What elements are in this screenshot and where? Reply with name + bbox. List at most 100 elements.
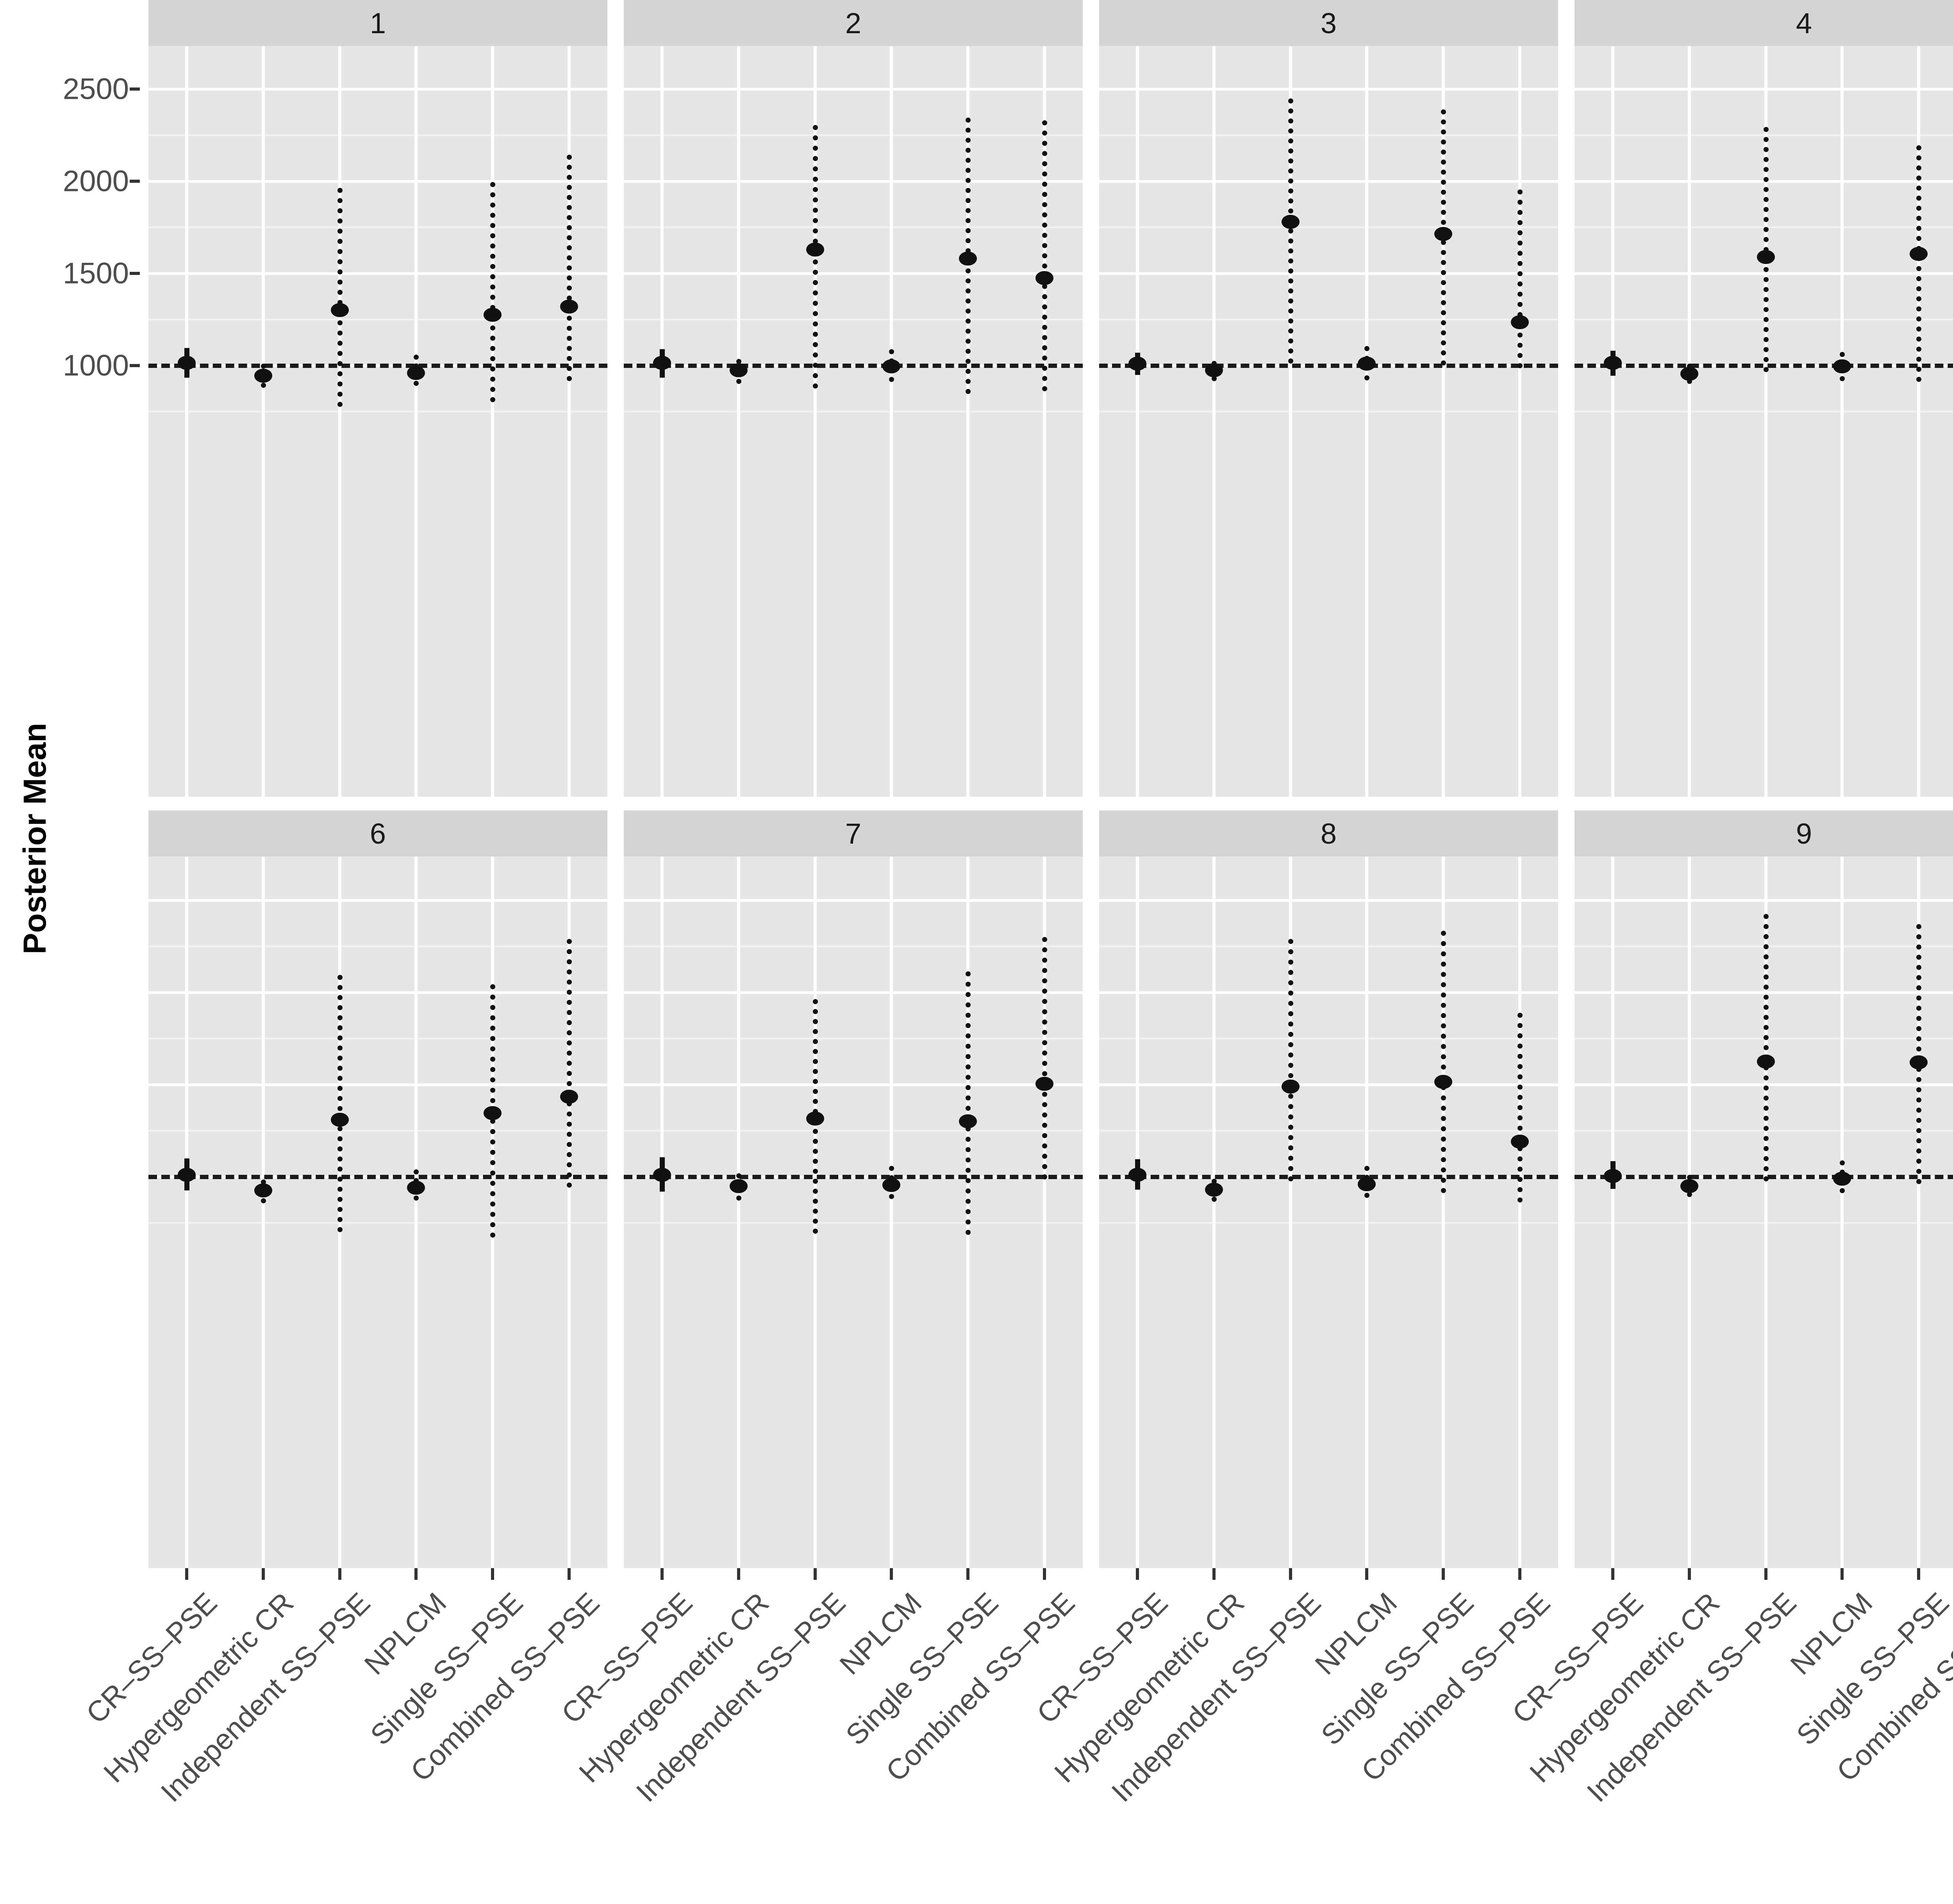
- reference-line: [624, 1175, 1083, 1179]
- reference-line: [1099, 364, 1558, 368]
- gridline-major-vertical: [1135, 857, 1139, 1568]
- gridline-minor-horizontal: [1575, 1222, 1953, 1224]
- facet-panel-7: 7: [624, 810, 1083, 1568]
- facet-strip-label: 4: [1575, 0, 1953, 46]
- data-point: [1128, 357, 1146, 371]
- gridline-major-vertical: [966, 46, 970, 797]
- data-point: [1205, 363, 1223, 377]
- gridline-major-vertical: [1365, 857, 1369, 1568]
- plot-area: [148, 857, 607, 1568]
- gridline-minor-horizontal: [624, 319, 1083, 320]
- x-axis-tick-mark: [261, 1568, 265, 1580]
- gridline-minor-horizontal: [1575, 411, 1953, 412]
- data-point: [560, 299, 578, 314]
- facet-panel-8: 8: [1099, 810, 1558, 1568]
- data-point: [1035, 1076, 1054, 1091]
- gridline-major-vertical: [1687, 46, 1691, 797]
- credible-interval-bar: [1763, 127, 1769, 372]
- gridline-major-vertical: [1135, 46, 1139, 797]
- x-axis-tick-mark: [1289, 1568, 1292, 1580]
- data-point: [1757, 250, 1775, 264]
- gridline-major-vertical: [1841, 46, 1844, 797]
- gridline-major-vertical: [1518, 46, 1522, 797]
- gridline-major-vertical: [1043, 857, 1046, 1568]
- gridline-minor-horizontal: [148, 946, 607, 947]
- facet-panel-4: 4: [1575, 0, 1953, 797]
- gridline-major-horizontal: [624, 991, 1083, 994]
- facet-panel-1: 1: [148, 0, 607, 797]
- x-axis-tick-mark: [1442, 1568, 1445, 1580]
- plot-area: [624, 46, 1083, 797]
- gridline-major-vertical: [414, 857, 418, 1568]
- gridline-major-vertical: [491, 46, 494, 797]
- gridline-major-vertical: [1687, 857, 1691, 1568]
- x-axis-tick-mark: [660, 1568, 664, 1580]
- data-point: [1434, 1074, 1453, 1089]
- reference-line: [1099, 1175, 1558, 1179]
- gridline-minor-horizontal: [1099, 946, 1558, 947]
- gridline-major-horizontal: [148, 899, 607, 902]
- gridline-major-horizontal: [1099, 88, 1558, 91]
- gridline-major-horizontal: [148, 1083, 607, 1086]
- gridline-major-horizontal: [148, 88, 607, 91]
- facet-row: 678910: [148, 810, 1953, 1568]
- data-point: [1833, 359, 1851, 374]
- x-axis-tick-mark: [1365, 1568, 1369, 1580]
- gridline-major-vertical: [1611, 857, 1614, 1568]
- x-axis-tick-mark: [966, 1568, 970, 1580]
- facet-panel-2: 2: [624, 0, 1083, 797]
- data-point: [1680, 1179, 1698, 1193]
- x-axis-tick-mark: [1764, 1568, 1767, 1580]
- data-point: [484, 1106, 502, 1121]
- plot-area: [1099, 857, 1558, 1568]
- gridline-major-vertical: [1764, 46, 1767, 797]
- facet-strip-label: 9: [1575, 810, 1953, 857]
- gridline-minor-horizontal: [148, 411, 607, 412]
- gridline-major-horizontal: [1575, 899, 1953, 902]
- gridline-minor-horizontal: [148, 319, 607, 320]
- x-axis-tick-mark: [491, 1568, 494, 1580]
- data-point: [254, 1183, 272, 1198]
- facet-row: 12345: [148, 0, 1953, 797]
- credible-interval-bar: [567, 939, 572, 1188]
- data-point: [407, 366, 425, 380]
- gridline-minor-horizontal: [624, 134, 1083, 136]
- y-axis-tick-mark: [130, 87, 140, 91]
- credible-interval-bar: [1042, 120, 1048, 392]
- credible-interval-bar: [1916, 145, 1922, 382]
- reference-line: [148, 364, 607, 368]
- credible-interval-bar: [1441, 930, 1446, 1194]
- gridline-minor-horizontal: [624, 1038, 1083, 1039]
- facet-panel-9: 9: [1575, 810, 1953, 1568]
- gridline-minor-horizontal: [624, 946, 1083, 947]
- gridline-major-horizontal: [1099, 1083, 1558, 1086]
- gridline-major-vertical: [261, 46, 265, 797]
- gridline-major-vertical: [1917, 46, 1921, 797]
- data-point: [959, 1114, 977, 1129]
- data-point: [1680, 367, 1698, 381]
- data-point: [882, 1178, 901, 1192]
- gridline-major-vertical: [1212, 46, 1216, 797]
- gridline-minor-horizontal: [148, 227, 607, 228]
- data-point: [729, 1179, 748, 1193]
- data-point: [1603, 1169, 1622, 1183]
- gridline-major-vertical: [1917, 857, 1921, 1568]
- facet-strip-label: 6: [148, 810, 607, 857]
- data-point: [407, 1181, 425, 1195]
- data-point: [560, 1089, 578, 1104]
- gridline-major-vertical: [1442, 46, 1445, 797]
- data-point: [729, 363, 748, 377]
- data-point: [1035, 271, 1054, 285]
- y-axis-tick-label: 2500: [62, 72, 129, 106]
- data-point: [1910, 1055, 1928, 1070]
- x-axis-tick-mark: [1687, 1568, 1691, 1580]
- credible-interval-bar: [966, 971, 971, 1235]
- y-axis-tick-mark: [130, 180, 140, 183]
- data-point: [1358, 357, 1376, 371]
- gridline-major-horizontal: [1099, 899, 1558, 902]
- data-point: [254, 368, 272, 383]
- data-point: [1910, 247, 1928, 261]
- y-axis-tick-label: 1500: [62, 257, 129, 290]
- gridline-major-vertical: [890, 46, 893, 797]
- data-point: [1281, 214, 1300, 229]
